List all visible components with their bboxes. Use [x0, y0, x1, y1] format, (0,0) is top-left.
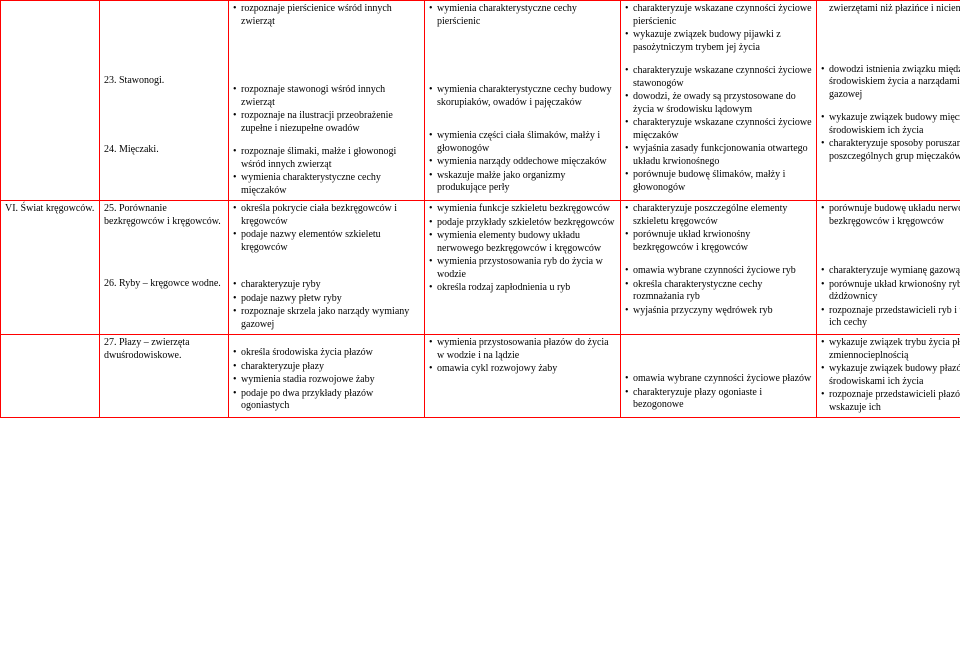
list-item: określa środowiska życia płazów — [233, 347, 420, 360]
list-item: podaje nazwy płetw ryby — [233, 293, 420, 306]
list-item: wymienia narządy oddechowe mięczaków — [429, 156, 616, 169]
table-row: VI. Świat kręgowców. 25. Porównanie bezk… — [1, 201, 960, 335]
list-item: wykazuje związek trybu życia płazów z ic… — [821, 337, 960, 362]
cell-skills: wykazuje związek trybu życia płazów z ic… — [817, 335, 960, 418]
cell-topics: 25. Porównanie bezkręgowców i kręgowców.… — [100, 201, 229, 335]
list-item: charakteryzuje sposoby poruszania się po… — [821, 138, 960, 163]
list-item: porównuje układ krwionośny bezkręgowców … — [625, 229, 812, 254]
list-item: rozpoznaje pierścienice wśród innych zwi… — [233, 3, 420, 28]
continuation-text: zwierzętami niż płazińce i nicienie — [821, 3, 960, 16]
list-item: omawia cykl rozwojowy żaby — [429, 363, 616, 376]
list-item: wymienia charakterystyczne cechy budowy … — [429, 84, 616, 109]
cell-skills: określa środowiska życia płazów charakte… — [229, 335, 425, 418]
curriculum-table: 23. Stawonogi. 24. Mięczaki. rozpoznaje … — [0, 0, 960, 418]
list-item: wymienia elementy budowy układu nerwoweg… — [429, 230, 616, 255]
list-item: określa pokrycie ciała bezkręgowców i kr… — [233, 203, 420, 228]
topic-label: 24. Mięczaki. — [104, 144, 159, 155]
topic-label: 25. Porównanie bezkręgowców i kręgowców. — [104, 203, 221, 227]
cell-skills: porównuje budowę układu nerwowego bezkrę… — [817, 201, 960, 335]
topic-label: 27. Płazy – zwierzęta dwuśrodowiskowe. — [104, 337, 190, 361]
list-item: omawia wybrane czynności życiowe płazów — [625, 373, 812, 386]
cell-topics: 27. Płazy – zwierzęta dwuśrodowiskowe. — [100, 335, 229, 418]
list-item: omawia wybrane czynności życiowe ryb — [625, 265, 812, 278]
cell-skills: wymienia przystosowania płazów do życia … — [425, 335, 621, 418]
list-item: podaje przykłady szkieletów bezkręgowców — [429, 217, 616, 230]
topic-label: 26. Ryby – kręgowce wodne. — [104, 278, 221, 289]
list-item: wymienia stadia rozwojowe żaby — [233, 374, 420, 387]
list-item: rozpoznaje stawonogi wśród innych zwierz… — [233, 84, 420, 109]
list-item: rozpoznaje na ilustracji przeobrażenie z… — [233, 110, 420, 135]
topic-label: 23. Stawonogi. — [104, 75, 164, 86]
list-item: dowodzi, że owady są przystosowane do ży… — [625, 91, 812, 116]
list-item: charakteryzuje ryby — [233, 279, 420, 292]
section-title: VI. Świat kręgowców. — [5, 203, 95, 216]
list-item: wymienia przystosowania płazów do życia … — [429, 337, 616, 362]
cell-skills: określa pokrycie ciała bezkręgowców i kr… — [229, 201, 425, 335]
list-item: rozpoznaje przedstawicieli płazów i wska… — [821, 389, 960, 414]
list-item: określa charakterystyczne cechy rozmnaża… — [625, 279, 812, 304]
list-item: porównuje układ krwionośny ryby i dżdżow… — [821, 279, 960, 304]
cell-section — [1, 1, 100, 201]
list-item: porównuje budowę układu nerwowego bezkrę… — [821, 203, 960, 228]
list-item: dowodzi istnienia związku między środowi… — [821, 64, 960, 102]
cell-skills: wymienia charakterystyczne cechy pierści… — [425, 1, 621, 201]
list-item: wyjaśnia zasady funkcjonowania otwartego… — [625, 143, 812, 168]
cell-section — [1, 335, 100, 418]
list-item: wymienia charakterystyczne cechy mięczak… — [233, 172, 420, 197]
list-item: charakteryzuje wskazane czynności życiow… — [625, 65, 812, 90]
cell-skills: zwierzętami niż płazińce i nicienie dowo… — [817, 1, 960, 201]
list-item: wymienia charakterystyczne cechy pierści… — [429, 3, 616, 28]
list-item: charakteryzuje wskazane czynności życiow… — [625, 117, 812, 142]
list-item: wymienia funkcje szkieletu bezkręgowców — [429, 203, 616, 216]
list-item: wyjaśnia przyczyny wędrówek ryb — [625, 305, 812, 318]
table-row: 23. Stawonogi. 24. Mięczaki. rozpoznaje … — [1, 1, 960, 201]
list-item: wymienia części ciała ślimaków, małży i … — [429, 130, 616, 155]
table-row: 27. Płazy – zwierzęta dwuśrodowiskowe. o… — [1, 335, 960, 418]
cell-skills: charakteryzuje wskazane czynności życiow… — [621, 1, 817, 201]
list-item: wymienia przystosowania ryb do życia w w… — [429, 256, 616, 281]
list-item: porównuje budowę ślimaków, małży i głowo… — [625, 169, 812, 194]
cell-skills: omawia wybrane czynności życiowe płazów … — [621, 335, 817, 418]
list-item: charakteryzuje poszczególne elementy szk… — [625, 203, 812, 228]
list-item: wykazuje związek budowy pijawki z pasoży… — [625, 29, 812, 54]
list-item: charakteryzuje płazy ogoniaste i bezogon… — [625, 387, 812, 412]
list-item: wskazuje małże jako organizmy produkując… — [429, 170, 616, 195]
cell-skills: wymienia funkcje szkieletu bezkręgowców … — [425, 201, 621, 335]
list-item: wykazuje związek budowy mięczaków ze śro… — [821, 112, 960, 137]
list-item: wykazuje związek budowy płazów ze środow… — [821, 363, 960, 388]
list-item: charakteryzuje płazy — [233, 361, 420, 374]
list-item: charakteryzuje wskazane czynności życiow… — [625, 3, 812, 28]
list-item: podaje nazwy elementów szkieletu kręgowc… — [233, 229, 420, 254]
cell-section: VI. Świat kręgowców. — [1, 201, 100, 335]
cell-skills: rozpoznaje pierścienice wśród innych zwi… — [229, 1, 425, 201]
list-item: podaje po dwa przykłady płazów ogoniasty… — [233, 388, 420, 413]
list-item: rozpoznaje skrzela jako narządy wymiany … — [233, 306, 420, 331]
cell-topics: 23. Stawonogi. 24. Mięczaki. — [100, 1, 229, 201]
list-item: określa rodzaj zapłodnienia u ryb — [429, 282, 616, 295]
list-item: rozpoznaje ślimaki, małże i głowonogi wś… — [233, 146, 420, 171]
list-item: charakteryzuje wymianę gazową u ryb — [821, 265, 960, 278]
list-item: rozpoznaje przedstawicieli ryb i wskazuj… — [821, 305, 960, 330]
cell-skills: charakteryzuje poszczególne elementy szk… — [621, 201, 817, 335]
